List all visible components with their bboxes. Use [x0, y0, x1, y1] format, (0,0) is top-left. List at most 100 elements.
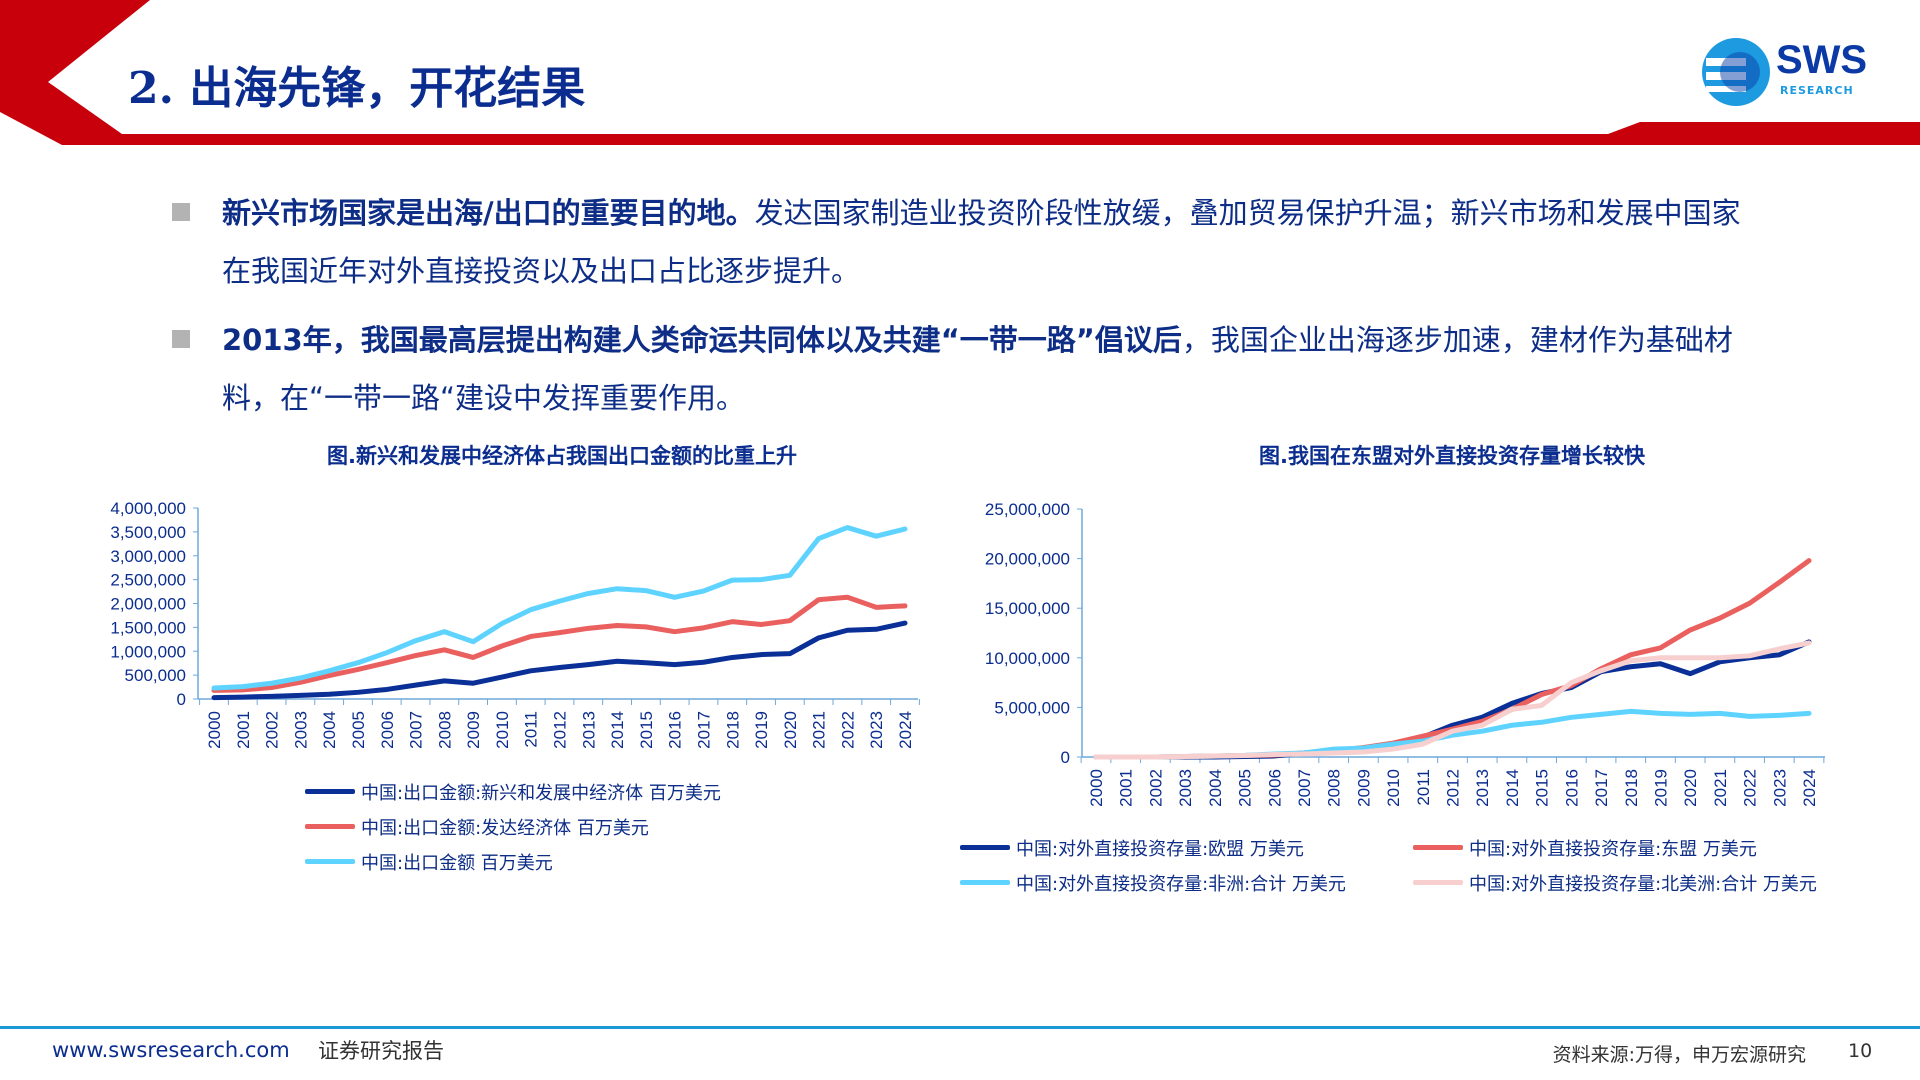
x-tick-label: 2024	[1800, 769, 1819, 807]
logo-text: SWS	[1776, 38, 1868, 82]
x-tick-label: 2023	[867, 711, 886, 749]
legend-item: 中国:出口金额:新兴和发展中经济体 百万美元	[305, 774, 721, 809]
x-tick-label: 2022	[1741, 769, 1760, 807]
legend-item: 中国:对外直接投资存量:欧盟 万美元	[960, 830, 1346, 865]
x-tick-label: 2010	[1384, 769, 1403, 807]
x-tick-label: 2011	[1414, 769, 1433, 806]
legend-swatch	[960, 845, 1010, 850]
series-line-3	[211, 525, 908, 691]
website-link[interactable]: www.swsresearch.com	[52, 1038, 290, 1062]
x-tick-label: 2011	[522, 711, 541, 748]
x-tick-label: 2012	[551, 711, 570, 749]
bullet-paragraph-1: 新兴市场国家是出海/出口的重要目的地。发达国家制造业投资阶段性放缓，叠加贸易保护…	[222, 184, 1742, 300]
x-tick-label: 2008	[435, 711, 454, 749]
sws-globe-icon	[1702, 38, 1770, 106]
legend-item: 中国:对外直接投资存量:东盟 万美元	[1413, 830, 1817, 865]
x-tick-label: 2020	[781, 711, 800, 749]
footer-label: 证券研究报告	[318, 1039, 444, 1063]
header-banner	[0, 0, 1920, 145]
x-tick-label: 2014	[1503, 769, 1522, 807]
x-tick-label: 2017	[694, 711, 713, 749]
x-tick-label: 2005	[349, 711, 368, 749]
logo-subtext: RESEARCH	[1780, 84, 1854, 97]
bullet-icon	[172, 330, 190, 348]
y-tick-label: 0	[1061, 748, 1070, 767]
bullet-bold-2: 2013年，我国最高层提出构建人类命运共同体以及共建“一带一路”倡议后	[222, 323, 1182, 357]
x-tick-label: 2015	[637, 711, 656, 749]
y-tick-label: 3,500,000	[110, 523, 186, 542]
y-tick-label: 1,500,000	[110, 618, 186, 637]
legend-item: 中国:对外直接投资存量:非洲:合计 万美元	[960, 865, 1346, 900]
x-tick-label: 2003	[291, 711, 310, 749]
series-line-2	[211, 594, 908, 693]
chart-2-legend: 中国:对外直接投资存量:欧盟 万美元 中国:对外直接投资存量:非洲:合计 万美元	[960, 830, 1346, 900]
legend-swatch	[1413, 880, 1463, 885]
x-tick-label: 2012	[1444, 769, 1463, 807]
x-tick-label: 2004	[1206, 769, 1225, 807]
x-tick-label: 2014	[608, 711, 627, 749]
legend-label: 中国:出口金额:发达经济体 百万美元	[361, 817, 649, 839]
bullet-icon	[172, 203, 190, 221]
legend-item: 中国:出口金额 百万美元	[305, 844, 721, 879]
x-tick-label: 2015	[1533, 769, 1552, 807]
legend-label: 中国:对外直接投资存量:东盟 万美元	[1469, 838, 1757, 860]
legend-swatch	[305, 824, 355, 829]
legend-swatch	[305, 859, 355, 864]
x-tick-label: 2019	[1651, 769, 1670, 807]
x-tick-label: 2004	[320, 711, 339, 749]
y-tick-label: 2,000,000	[110, 595, 186, 614]
chart-2-title: 图.我国在东盟对外直接投资存量增长较快	[1259, 444, 1645, 468]
legend-label: 中国:出口金额 百万美元	[361, 852, 553, 874]
legend-item: 中国:出口金额:发达经济体 百万美元	[305, 809, 721, 844]
header-chevron	[0, 0, 1920, 145]
series-line-4	[1093, 640, 1812, 760]
bullet-text-1: 发达国家制造业投资阶段性放缓，叠加贸易保护升温；新兴市场和发展中国家在我国近年对…	[222, 196, 1741, 288]
y-tick-label: 4,000,000	[110, 499, 186, 518]
sws-logo: SWS RESEARCH	[1700, 34, 1900, 110]
x-tick-label: 2001	[1117, 769, 1136, 807]
legend-item: 中国:对外直接投资存量:北美洲:合计 万美元	[1413, 865, 1817, 900]
x-tick-label: 2000	[205, 711, 224, 749]
y-tick-label: 25,000,000	[985, 500, 1070, 519]
series-line-1	[211, 620, 908, 701]
x-tick-label: 2013	[579, 711, 598, 749]
legend-label: 中国:出口金额:新兴和发展中经济体 百万美元	[361, 782, 721, 804]
legend-label: 中国:对外直接投资存量:非洲:合计 万美元	[1016, 873, 1346, 895]
x-tick-label: 2018	[1622, 769, 1641, 807]
x-tick-label: 2009	[464, 711, 483, 749]
series-line-3	[1093, 708, 1812, 760]
x-tick-label: 2003	[1176, 769, 1195, 807]
y-tick-label: 15,000,000	[985, 599, 1070, 618]
x-tick-label: 2008	[1325, 769, 1344, 807]
bullet-bold-1: 新兴市场国家是出海/出口的重要目的地。	[222, 196, 755, 230]
x-tick-label: 2016	[1562, 769, 1581, 807]
legend-label: 中国:对外直接投资存量:欧盟 万美元	[1016, 838, 1304, 860]
chart-2-legend-col2: 中国:对外直接投资存量:东盟 万美元 中国:对外直接投资存量:北美洲:合计 万美…	[1413, 830, 1817, 900]
y-tick-label: 500,000	[125, 666, 186, 685]
x-tick-label: 2006	[1265, 769, 1284, 807]
x-tick-label: 2006	[378, 711, 397, 749]
x-tick-label: 2009	[1354, 769, 1373, 807]
footer-source: 资料来源:万得，申万宏源研究	[1552, 1044, 1806, 1066]
bullet-text-2: ，我国企业出海逐步加速，建材作为基础材料，在“一带一路“建设中发挥重要作用。	[222, 323, 1733, 415]
x-tick-label: 2023	[1770, 769, 1789, 807]
y-tick-label: 0	[177, 690, 186, 709]
x-tick-label: 2017	[1592, 769, 1611, 807]
page-number: 10	[1848, 1040, 1873, 1062]
x-tick-label: 2018	[723, 711, 742, 749]
legend-swatch	[305, 789, 355, 794]
x-tick-label: 2002	[1146, 769, 1165, 807]
x-tick-label: 2007	[407, 711, 426, 749]
x-tick-label: 2016	[666, 711, 685, 749]
x-tick-label: 2022	[838, 711, 857, 749]
chart-1-title: 图.新兴和发展中经济体占我国出口金额的比重上升	[327, 444, 797, 468]
x-tick-label: 2020	[1681, 769, 1700, 807]
x-tick-label: 2002	[263, 711, 282, 749]
y-tick-label: 20,000,000	[985, 550, 1070, 569]
x-tick-label: 2010	[493, 711, 512, 749]
chart-1-legend: 中国:出口金额:新兴和发展中经济体 百万美元 中国:出口金额:发达经济体 百万美…	[305, 774, 721, 879]
y-tick-label: 1,000,000	[110, 642, 186, 661]
y-tick-label: 10,000,000	[985, 649, 1070, 668]
legend-swatch	[960, 880, 1010, 885]
x-tick-label: 2001	[234, 711, 253, 749]
